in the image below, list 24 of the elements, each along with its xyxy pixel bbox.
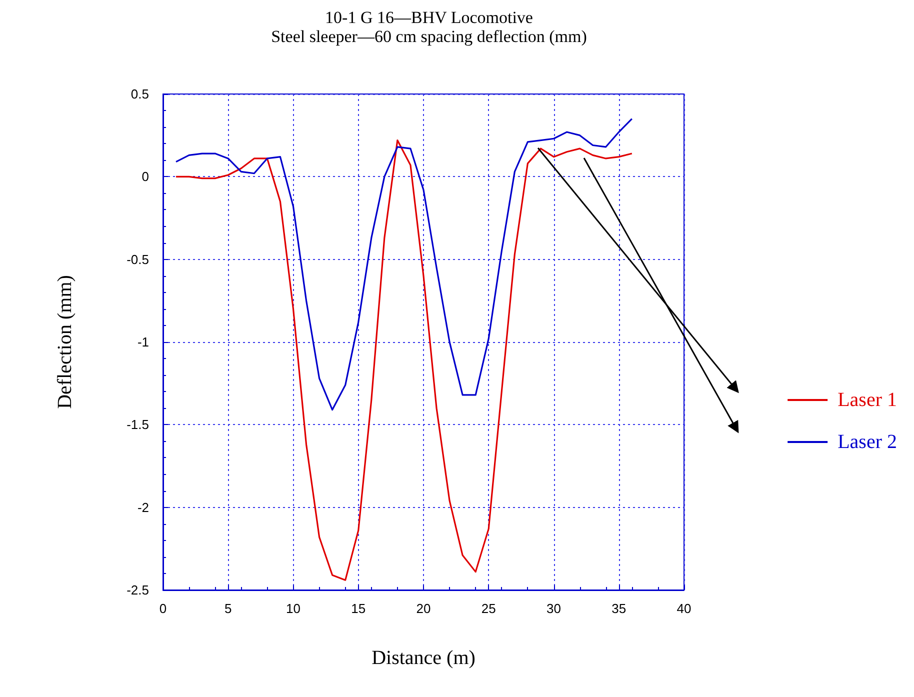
y-tick-label: -2.5 <box>126 582 149 598</box>
x-axis-title: Distance (m) <box>372 647 476 669</box>
chart-title: 10-1 G 16—BHV Locomotive <box>325 8 533 27</box>
x-tick-label: 15 <box>351 601 366 616</box>
x-tick-label: 0 <box>159 601 167 616</box>
y-axis-title: Deflection (mm) <box>54 275 76 409</box>
y-tick-label: 0 <box>142 169 149 184</box>
y-tick-label: 0.5 <box>130 86 149 102</box>
legend-label: Laser 1 <box>838 389 898 411</box>
y-tick-label: -0.5 <box>126 252 149 267</box>
x-tick-label: 30 <box>546 601 561 616</box>
y-tick-label: -2 <box>137 500 149 515</box>
x-tick-label: 25 <box>481 601 496 616</box>
line-series <box>175 118 633 411</box>
chart-subtitle: Steel sleeper—60 cm spacing deflection (mm) <box>271 27 587 46</box>
x-tick-label: 35 <box>612 601 626 616</box>
line-series <box>175 139 633 581</box>
x-tick-label: 40 <box>676 601 692 616</box>
x-tick-label: 10 <box>286 601 300 616</box>
x-tick-label: 20 <box>416 601 431 616</box>
y-tick-label: -1.5 <box>126 417 149 432</box>
y-tick-label: -1 <box>137 334 149 350</box>
legend-label: Laser 2 <box>838 431 898 453</box>
x-tick-label: 5 <box>224 601 232 616</box>
